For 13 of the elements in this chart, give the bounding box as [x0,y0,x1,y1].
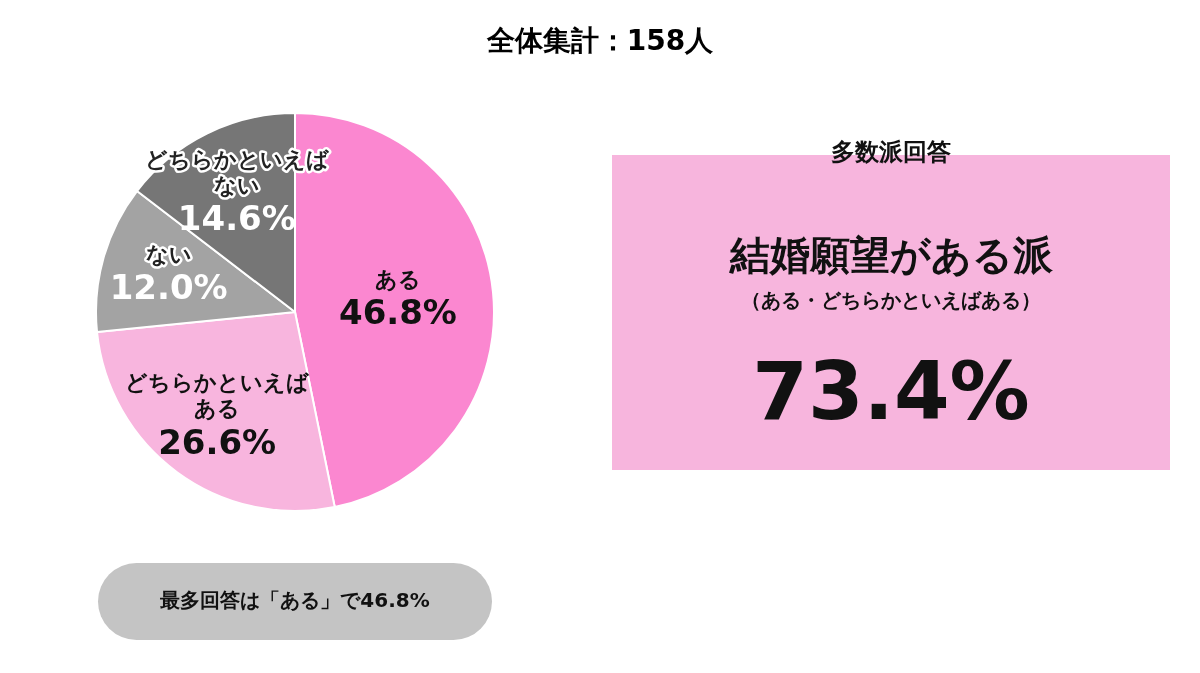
data-label: 26.6% [158,421,277,462]
text: 73.4% [751,345,1031,438]
slice-label: ない [145,241,192,267]
data-label: 46.8% [338,292,457,333]
text: 全体集計：158人 [485,23,715,59]
slice-label: どちらかといえばある [125,370,311,422]
text: 最多回答は「ある」で46.8% [159,587,431,614]
text: 多数派回答 [830,137,952,168]
text: 結婚願望がある派 [728,231,1054,280]
slice-label: ある [374,267,421,293]
data-label: 14.6% [177,198,296,239]
text: （ある・どちらかといえばある） [740,287,1042,314]
data-label: 12.0% [109,266,228,307]
